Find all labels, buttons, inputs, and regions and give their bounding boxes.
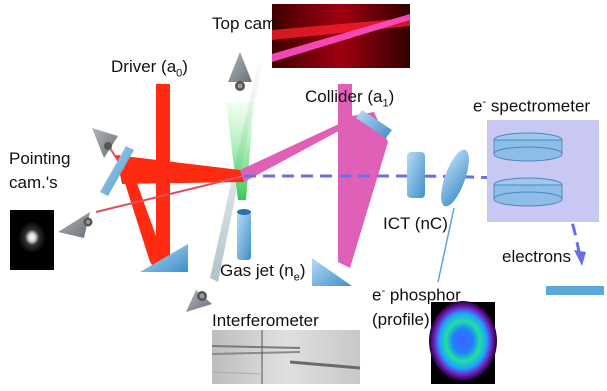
label-spectrometer: e- spectrometer <box>473 96 591 116</box>
ict-element <box>407 152 425 198</box>
label-pointing-line1: Pointing <box>9 149 71 168</box>
mirror-collider <box>356 110 392 138</box>
label-interferometer: Interferometer <box>212 311 319 330</box>
spectrometer <box>487 120 599 222</box>
label-driver: Driver (a0) <box>111 57 188 80</box>
driver-beam <box>95 84 245 270</box>
pointing-camera-left-icon <box>58 212 93 238</box>
prism-driver <box>140 244 188 272</box>
pointing-camera-image <box>10 210 54 270</box>
top-camera-icon <box>228 52 252 91</box>
phosphor-screen <box>437 149 469 283</box>
gas-jet <box>237 209 251 260</box>
green-beam <box>226 102 254 200</box>
label-electrons: electrons <box>502 247 571 266</box>
label-phosphor-line1: e- phosphor <box>372 285 461 305</box>
interferometer-camera-icon <box>186 290 212 312</box>
label-ict: ICT (nC) <box>383 214 448 233</box>
electron-detector <box>546 286 604 295</box>
label-phosphor-line2: (profile) <box>372 310 430 329</box>
mirror-left <box>100 146 134 196</box>
label-top-cam: Top cam. <box>212 14 281 33</box>
pointing-camera-top-icon <box>92 128 118 158</box>
collider-beam <box>240 84 388 268</box>
top-camera-image <box>272 4 410 68</box>
label-pointing-line2: cam.'s <box>9 173 58 192</box>
label-collider: Collider (a1) <box>305 87 395 110</box>
prism-collider <box>312 258 352 286</box>
interferometer-image <box>211 330 361 384</box>
label-gas-jet: Gas jet (ne) <box>220 261 306 284</box>
phosphor-profile-image <box>429 301 497 384</box>
